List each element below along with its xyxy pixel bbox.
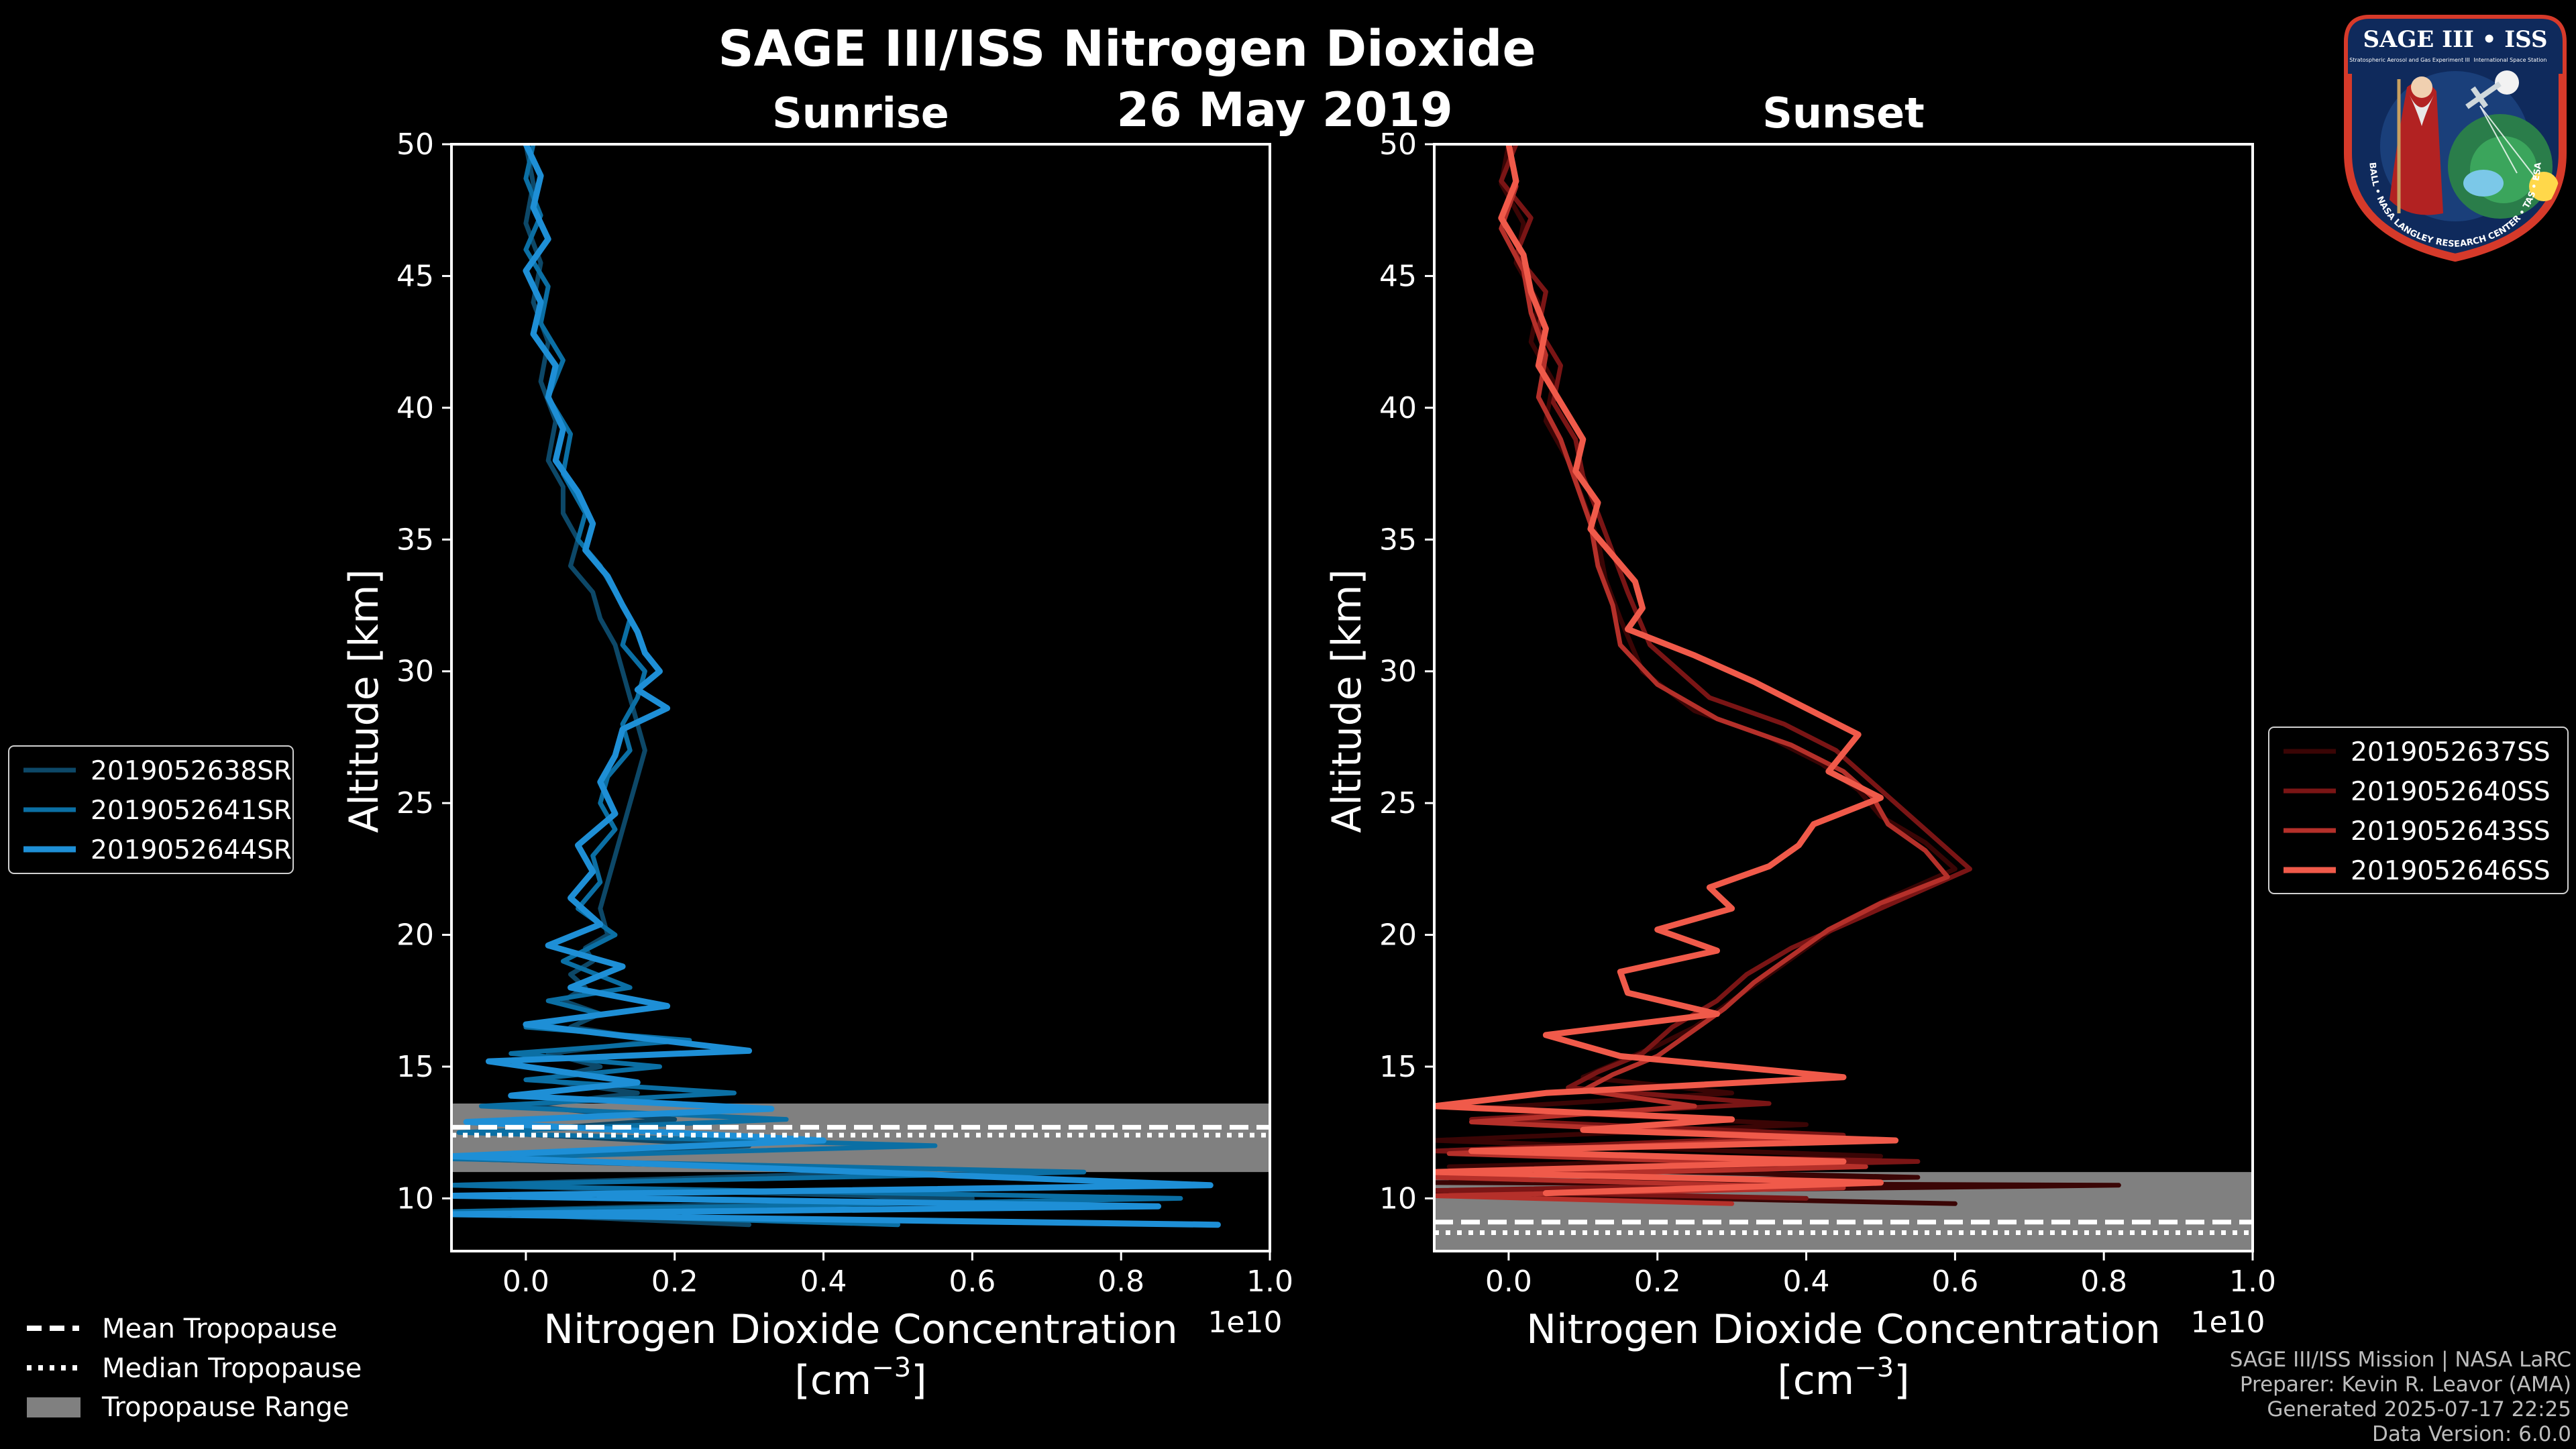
sunset-series-line-2019052640SS bbox=[1434, 144, 1972, 1201]
sunrise-xtick-label: 0.2 bbox=[651, 1265, 698, 1299]
sunset-ylabel: Altitude [km] bbox=[1324, 569, 1371, 833]
sunset-legend-label: 2019052640SS bbox=[2351, 777, 2551, 807]
sunrise-title: Sunrise bbox=[772, 89, 949, 138]
sunrise-series-line-2019052638SR bbox=[451, 144, 975, 1228]
sunrise-ytick-label: 15 bbox=[396, 1050, 434, 1084]
sunset-ytick-label: 50 bbox=[1379, 127, 1417, 162]
sunset-ytick-label: 40 bbox=[1379, 391, 1417, 425]
figure-title: SAGE III/ISS Nitrogen Dioxide bbox=[718, 20, 1536, 78]
sunset-axes-frame bbox=[1433, 143, 2254, 1252]
sunrise-legend: 2019052638SR 2019052641SR 2019052644SR bbox=[8, 745, 294, 874]
sunset-xlabel-unit: [cm−3] bbox=[1777, 1352, 1909, 1404]
sunset-xtick-label: 0.0 bbox=[1485, 1265, 1532, 1299]
logo-title: SAGE III • ISS bbox=[2363, 26, 2547, 53]
tropopause-legend: Mean Tropopause Median Tropopause Tropop… bbox=[27, 1313, 362, 1423]
logo-station-text: International Space Station bbox=[2474, 57, 2547, 63]
sunset-title: Sunset bbox=[1762, 89, 1925, 138]
sunset-ytick-label: 10 bbox=[1379, 1181, 1417, 1216]
sunset-legend-box bbox=[2268, 727, 2569, 894]
sunrise-series-line-2019052644SR bbox=[451, 144, 1221, 1228]
sunrise-ytick-label: 45 bbox=[396, 259, 434, 293]
sunset-ytick-label: 25 bbox=[1379, 786, 1417, 820]
sunrise-xtick-label: 0.4 bbox=[800, 1265, 847, 1299]
sunset-xlabel: Nitrogen Dioxide Concentration bbox=[1526, 1306, 2161, 1353]
logo-moon bbox=[2495, 70, 2519, 95]
sunrise-plot-area: 0.0 0.2 0.4 0.6 0.8 1.0 10 15 20 25 30 35 40 45 50 bbox=[396, 127, 1293, 1299]
sunrise-legend-box bbox=[8, 745, 294, 874]
sunset-xtick-label: 1.0 bbox=[2229, 1265, 2276, 1299]
sunrise-ytick-label: 10 bbox=[396, 1181, 434, 1216]
credit-version: Data Version: 6.0.0 bbox=[2372, 1422, 2571, 1446]
sunrise-ytick-label: 35 bbox=[396, 523, 434, 557]
sunrise-x-offset: 1e10 bbox=[1208, 1305, 1282, 1340]
sunrise-legend-label: 2019052644SR bbox=[91, 835, 292, 865]
sunset-ytick-label: 45 bbox=[1379, 259, 1417, 293]
sunrise-ytick-label: 25 bbox=[396, 786, 434, 820]
sunset-ytick-label: 20 bbox=[1379, 918, 1417, 953]
credit-mission: SAGE III/ISS Mission | NASA LaRC bbox=[2230, 1348, 2571, 1372]
sunset-legend: 2019052637SS 2019052640SS 2019052643SS 2019… bbox=[2268, 727, 2569, 894]
sunset-x-offset: 1e10 bbox=[2190, 1305, 2265, 1340]
sunrise-ytick-label: 40 bbox=[396, 391, 434, 425]
sunset-xtick-label: 0.6 bbox=[1931, 1265, 1978, 1299]
sunrise-ytick-label: 20 bbox=[396, 918, 434, 953]
logo-station bbox=[2465, 81, 2502, 109]
tropopause-range-label: Tropopause Range bbox=[101, 1392, 350, 1423]
mean-tropopause-label: Mean Tropopause bbox=[102, 1313, 337, 1344]
sunset-panel: Sunset 0.0 0.2 0.4 0.6 0.8 1.0 10 15 20 25 30 35 40 4… bbox=[1324, 89, 2276, 1404]
sunrise-xlabel: Nitrogen Dioxide Concentration bbox=[543, 1306, 1178, 1353]
sunset-xtick-label: 0.4 bbox=[1783, 1265, 1830, 1299]
sunrise-axes-frame bbox=[450, 143, 1271, 1252]
sunrise-xtick-label: 0.0 bbox=[502, 1265, 549, 1299]
sage-iii-iss-logo: SAGE III • ISS Stratospheric Aerosol and… bbox=[2344, 15, 2567, 262]
sunset-ytick-label: 35 bbox=[1379, 523, 1417, 557]
logo-figure bbox=[2390, 81, 2443, 215]
sunrise-ytick-label: 30 bbox=[396, 655, 434, 689]
sunrise-ylabel: Altitude [km] bbox=[341, 569, 388, 833]
figure-date: 26 May 2019 bbox=[1116, 83, 1452, 138]
logo-subtitle: Stratospheric Aerosol and Gas Experiment… bbox=[2349, 57, 2469, 63]
sunset-series-line-2019052643SS bbox=[1434, 144, 1950, 1206]
sunset-xtick-label: 0.2 bbox=[1634, 1265, 1681, 1299]
sunset-legend-label: 2019052643SS bbox=[2351, 816, 2551, 847]
median-tropopause-label: Median Tropopause bbox=[102, 1353, 362, 1384]
sunrise-legend-label: 2019052638SR bbox=[91, 756, 292, 786]
sunrise-xtick-label: 1.0 bbox=[1246, 1265, 1293, 1299]
sunset-series-line-2019052646SS bbox=[1434, 144, 1899, 1197]
sunrise-xtick-label: 0.8 bbox=[1097, 1265, 1144, 1299]
credits: SAGE III/ISS Mission | NASA LaRC Prepare… bbox=[2230, 1348, 2571, 1446]
tropopause-range-swatch bbox=[27, 1397, 80, 1417]
sunrise-legend-label: 2019052641SR bbox=[91, 796, 292, 826]
credit-preparer: Preparer: Kevin R. Leavor (AMA) bbox=[2240, 1373, 2571, 1397]
sunset-legend-label: 2019052637SS bbox=[2351, 737, 2551, 767]
sunrise-xlabel-unit: [cm−3] bbox=[794, 1352, 926, 1404]
sunrise-ytick-label: 50 bbox=[396, 127, 434, 162]
sunset-ytick-label: 30 bbox=[1379, 655, 1417, 689]
credit-generated: Generated 2025-07-17 22:25 bbox=[2267, 1397, 2571, 1421]
sunset-xtick-label: 0.8 bbox=[2080, 1265, 2127, 1299]
sunrise-panel: Sunrise 0.0 0.2 0.4 0.6 0.8 1.0 10 15 20 25 30 35 40… bbox=[341, 89, 1293, 1404]
sunset-legend-label: 2019052646SS bbox=[2351, 856, 2551, 886]
sunrise-series-line-2019052641SR bbox=[451, 144, 1183, 1228]
sunset-plot-area: 0.0 0.2 0.4 0.6 0.8 1.0 10 15 20 25 30 35 40 45 50 bbox=[1379, 127, 2276, 1299]
sunset-ytick-label: 15 bbox=[1379, 1050, 1417, 1084]
sunrise-xtick-label: 0.6 bbox=[949, 1265, 996, 1299]
